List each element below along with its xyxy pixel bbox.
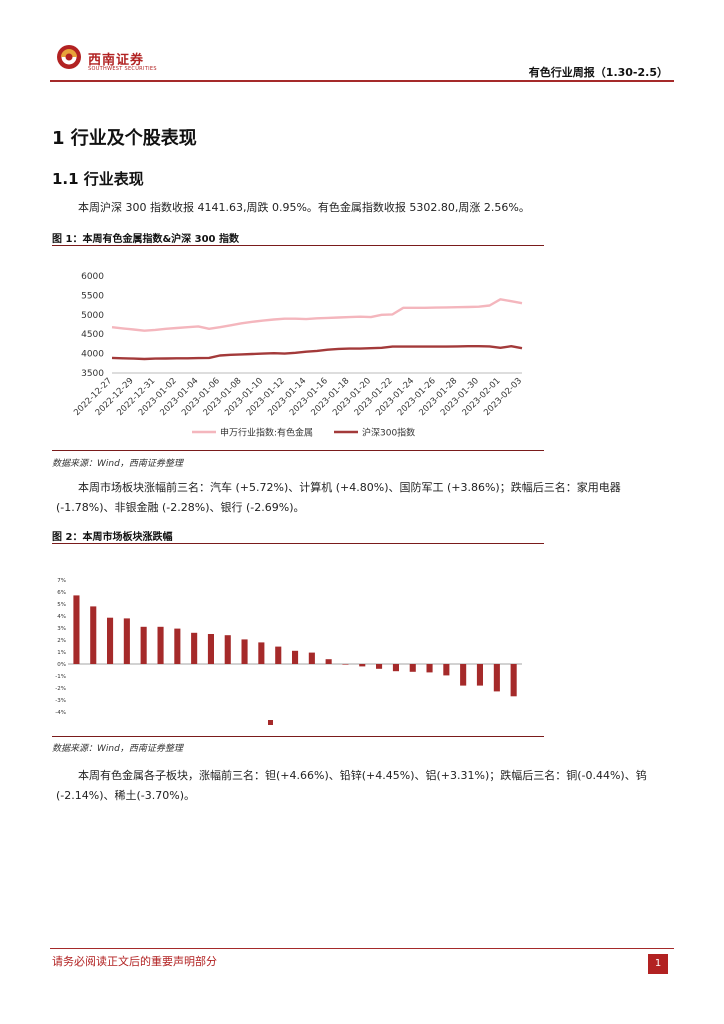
- bar: [376, 664, 383, 669]
- y-tick-label: 0%: [57, 662, 66, 668]
- y-tick-label: -2%: [55, 686, 66, 692]
- y-tick-label: 2%: [57, 638, 66, 644]
- legend-swatch: [268, 720, 273, 725]
- paragraph-subsector-performance: 本周有色金属各子板块，涨幅前三名：钽(+4.66%)、铅锌(+4.45%)、铝(…: [56, 769, 647, 802]
- y-tick-label: 7%: [57, 578, 66, 584]
- figure-1-top-rule: [52, 245, 544, 246]
- y-tick-label: 6000: [81, 272, 104, 282]
- figure-2-source: 数据来源：Wind，西南证券整理: [52, 744, 183, 754]
- index-line-chart: 3500400045005000550060002022-12-272022-1…: [72, 272, 524, 439]
- subsection-heading: 1.1 行业表现: [52, 170, 144, 188]
- y-tick-label: 4500: [81, 330, 104, 340]
- y-tick-label: 5%: [57, 602, 66, 608]
- paragraph-sector-performance: 本周市场板块涨幅前三名：汽车 (+5.72%)、计算机 (+4.80%)、国防军…: [56, 481, 621, 514]
- bar: [174, 628, 181, 664]
- bar: [191, 632, 198, 664]
- figure-2-title: 图 2：本周市场板块涨跌幅: [52, 532, 173, 543]
- y-tick-label: 1%: [57, 650, 66, 656]
- figure-1-title: 图 1：本周有色金属指数&沪深 300 指数: [52, 234, 239, 245]
- y-tick-label: 5000: [81, 311, 104, 321]
- figure-1-bottom-rule: [52, 450, 544, 451]
- series-line: [111, 298, 523, 332]
- bar: [157, 626, 164, 664]
- legend-label: 沪深300指数: [362, 427, 415, 439]
- report-title: 有色行业周报（1.30-2.5）: [528, 66, 668, 79]
- y-tick-label: 4000: [81, 350, 104, 360]
- bar: [409, 664, 416, 672]
- y-tick-label: 6%: [57, 590, 66, 596]
- figure-1-source: 数据来源：Wind，西南证券整理: [52, 459, 183, 469]
- y-tick-label: 3%: [57, 626, 66, 632]
- bar: [292, 650, 299, 664]
- y-tick-label: 5500: [81, 291, 104, 301]
- bar: [140, 626, 147, 664]
- bar: [241, 639, 248, 664]
- bar: [224, 635, 231, 664]
- sector-bar-chart: 7% 6% 5% 4% 3% 2% 1% 0% -1% -2% -3% -4%: [55, 578, 522, 725]
- bar: [73, 595, 80, 664]
- bar: [392, 664, 399, 672]
- figure-2-top-rule: [52, 543, 544, 544]
- y-tick-label: 4%: [57, 614, 66, 620]
- bar: [308, 652, 315, 664]
- bar: [426, 664, 433, 673]
- y-tick-label: -1%: [55, 674, 66, 680]
- paragraph-index-summary: 本周沪深 300 指数收报 4141.63,周跌 0.95%。有色金属指数收报 …: [78, 201, 530, 214]
- footer-divider: [50, 948, 674, 949]
- brand-subtitle: SOUTHWEST SECURITIES: [88, 66, 157, 72]
- bar: [460, 664, 467, 686]
- bar: [207, 634, 214, 664]
- figure-2-bottom-rule: [52, 736, 544, 737]
- y-tick-label: -4%: [55, 710, 66, 716]
- page-number: 1: [648, 954, 668, 974]
- bar: [359, 664, 366, 667]
- header-divider: [50, 80, 674, 82]
- bar: [510, 664, 517, 697]
- bar: [443, 664, 450, 676]
- bar: [258, 642, 265, 664]
- bar: [107, 617, 114, 664]
- bar: [275, 646, 282, 664]
- bar: [493, 664, 500, 692]
- brand-name: 西南证券: [88, 53, 145, 68]
- bar: [90, 606, 97, 664]
- series-line: [111, 344, 523, 361]
- brand-logo-icon: [57, 45, 81, 69]
- y-tick-label: -3%: [55, 698, 66, 704]
- bar: [476, 664, 483, 686]
- bar: [325, 659, 332, 664]
- footer-disclaimer: 请务必阅读正文后的重要声明部分: [52, 955, 217, 968]
- bar: [123, 618, 130, 664]
- section-heading: 1 行业及个股表现: [52, 128, 197, 149]
- y-tick-label: 3500: [81, 369, 104, 379]
- legend-label: 申万行业指数:有色金属: [220, 427, 313, 439]
- bar: [342, 664, 349, 665]
